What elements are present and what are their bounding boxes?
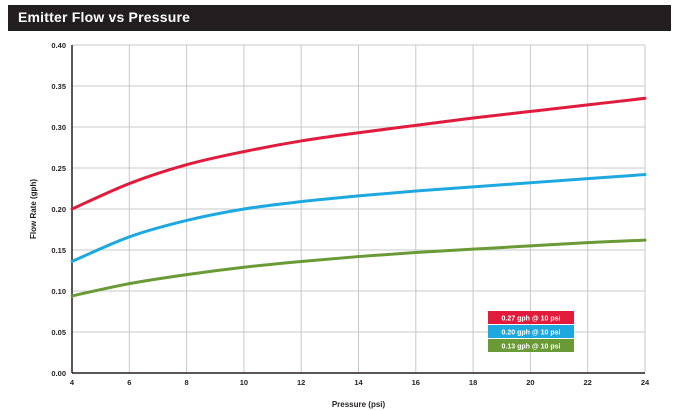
x-tick-label: 16 xyxy=(412,378,420,387)
legend-swatch-3 xyxy=(488,339,574,352)
series-line-3 xyxy=(70,238,647,298)
x-tick-label: 4 xyxy=(70,378,75,387)
x-tick-label: 20 xyxy=(526,378,534,387)
x-tick-label: 22 xyxy=(584,378,592,387)
y-tick-label: 0.05 xyxy=(51,328,66,337)
series-lines xyxy=(70,96,647,298)
series-line-2 xyxy=(70,173,647,263)
y-tick-label: 0.40 xyxy=(51,41,66,50)
y-tick-label: 0.20 xyxy=(51,205,66,214)
legend: 0.27 gph @ 10 psi 0.20 gph @ 10 psi 0.13 g… xyxy=(488,311,574,352)
chart-title-bar: Emitter Flow vs Pressure xyxy=(8,5,671,31)
y-tick-label: 0.15 xyxy=(51,246,66,255)
legend-swatch-1 xyxy=(488,311,574,324)
x-tick-label: 10 xyxy=(240,378,248,387)
y-tick-label: 0.30 xyxy=(51,123,66,132)
x-axis-label: Pressure (psi) xyxy=(332,400,386,409)
tick-labels: 4 6 8 10 12 14 16 18 20 22 24 0.00 0.05 0.10 0.15 0.20 0… xyxy=(51,41,650,387)
x-tick-label: 14 xyxy=(354,378,363,387)
x-tick-label: 8 xyxy=(185,378,189,387)
x-tick-label: 6 xyxy=(127,378,131,387)
y-tick-label: 0.10 xyxy=(51,287,66,296)
y-tick-label: 0.25 xyxy=(51,164,66,173)
legend-label-2: 0.20 gph @ 10 psi xyxy=(502,330,561,337)
chart-title: Emitter Flow vs Pressure xyxy=(18,9,191,25)
y-tick-label: 0.35 xyxy=(51,82,66,91)
x-tick-label: 24 xyxy=(641,378,650,387)
series-line-1 xyxy=(70,96,647,211)
x-tick-label: 12 xyxy=(297,378,305,387)
legend-label-1: 0.27 gph @ 10 psi xyxy=(502,316,561,323)
legend-swatch-2 xyxy=(488,325,574,338)
x-tick-label: 18 xyxy=(469,378,477,387)
y-axis-label: Flow Rate (gph) xyxy=(29,179,38,239)
y-tick-label: 0.00 xyxy=(51,369,66,378)
legend-label-3: 0.13 gph @ 10 psi xyxy=(502,344,561,351)
